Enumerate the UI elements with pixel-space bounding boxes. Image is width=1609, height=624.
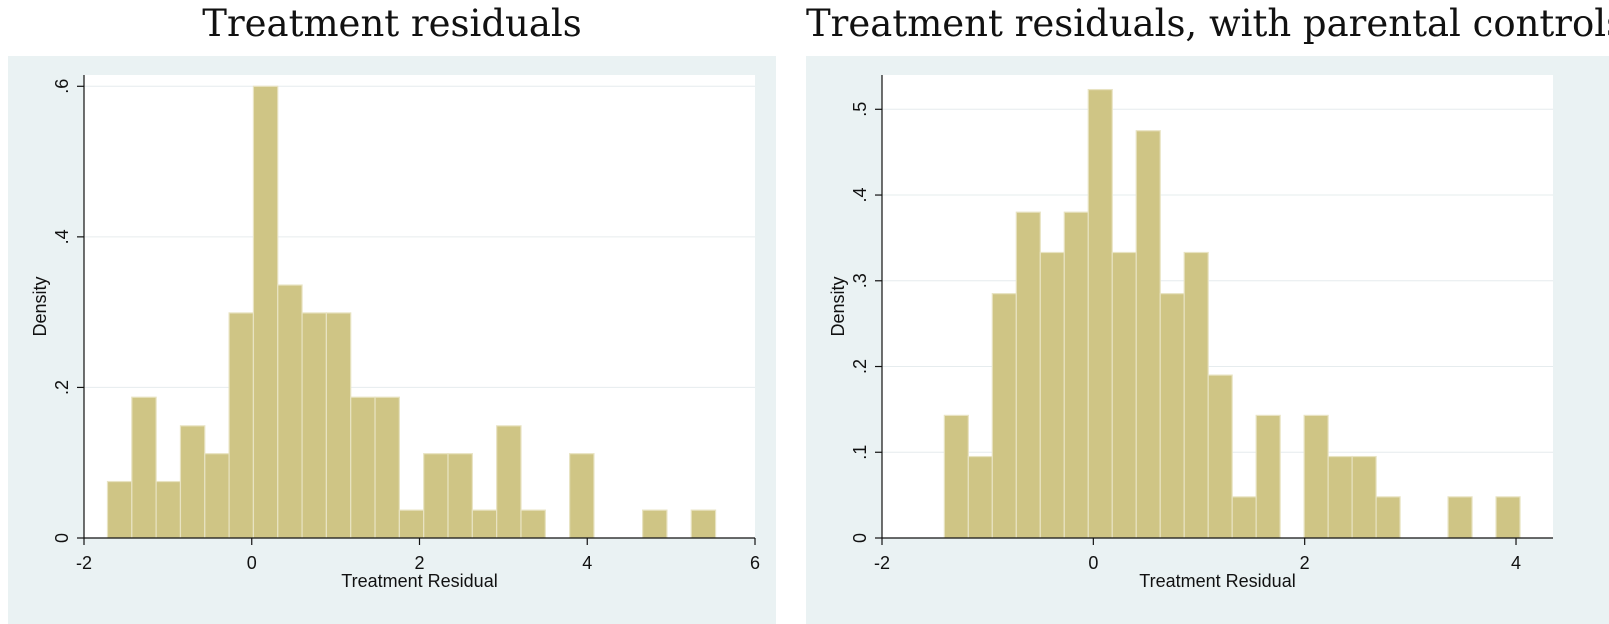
right-bar bbox=[1495, 496, 1521, 539]
right-y-tick-label: .1 bbox=[850, 445, 870, 460]
left-bar bbox=[228, 312, 255, 539]
left-x-tick-label: 0 bbox=[247, 553, 257, 573]
right-bar bbox=[1231, 496, 1257, 539]
left-bar bbox=[277, 284, 303, 539]
left-y-tick-label: 0 bbox=[52, 533, 72, 543]
left-x-tick-label: 6 bbox=[750, 553, 760, 573]
left-bar bbox=[301, 312, 327, 539]
left-chart-svg: -2 0 2 4 6 0 .2 .4 .6 Treatment Residual Density bbox=[30, 75, 760, 591]
right-y-tick-label: 0 bbox=[850, 533, 870, 543]
right-x-axis-label: Treatment Residual bbox=[1139, 571, 1295, 591]
left-x-tick-label: 4 bbox=[582, 553, 592, 573]
right-y-tick-label: .4 bbox=[850, 188, 870, 203]
right-bar bbox=[1183, 251, 1209, 539]
left-bar bbox=[642, 509, 668, 539]
left-y-tick-label: .4 bbox=[52, 229, 72, 244]
right-bar bbox=[1063, 211, 1089, 539]
right-bar bbox=[1327, 455, 1353, 539]
left-bar bbox=[325, 312, 352, 539]
right-bar bbox=[1207, 374, 1233, 539]
left-x-axis-label: Treatment Residual bbox=[341, 571, 497, 591]
right-y-tick-label: .5 bbox=[850, 102, 870, 117]
right-x-tick-label: 0 bbox=[1088, 553, 1098, 573]
left-bar bbox=[423, 453, 449, 539]
right-y-axis-label: Density bbox=[828, 276, 848, 336]
right-bar bbox=[1087, 88, 1113, 539]
right-bar bbox=[1111, 251, 1137, 539]
left-bar bbox=[471, 509, 498, 539]
left-chart-panel: -2 0 2 4 6 0 .2 .4 .6 Treatment Residual Density bbox=[8, 56, 776, 624]
left-bar bbox=[374, 396, 400, 539]
left-x-tick-label: 2 bbox=[414, 553, 424, 573]
left-bar bbox=[398, 509, 425, 539]
left-bar bbox=[252, 85, 279, 539]
right-bar bbox=[991, 293, 1017, 539]
left-chart-title: Treatment residuals bbox=[202, 2, 582, 45]
left-bar bbox=[155, 480, 182, 539]
left-bar bbox=[179, 425, 206, 539]
right-bar bbox=[1303, 414, 1329, 539]
right-y-tick-label: .3 bbox=[850, 273, 870, 288]
left-y-tick-label: .2 bbox=[52, 380, 72, 395]
left-bar bbox=[496, 425, 522, 539]
left-y-axis-label: Density bbox=[30, 276, 50, 336]
right-bar bbox=[1375, 496, 1401, 539]
right-bar bbox=[1351, 455, 1377, 539]
left-bar bbox=[447, 453, 473, 539]
right-bar bbox=[943, 414, 969, 539]
left-x-tick-label: -2 bbox=[76, 553, 92, 573]
right-chart-panel: -2 0 2 4 0 .1 .2 .3 .4 .5 Treatment Residual Densit… bbox=[806, 56, 1609, 624]
right-bar bbox=[1039, 251, 1065, 539]
right-y-tick-label: .2 bbox=[850, 359, 870, 374]
left-bar bbox=[131, 396, 157, 539]
left-bar bbox=[204, 453, 230, 539]
right-bar bbox=[1447, 496, 1473, 539]
left-bar bbox=[690, 509, 717, 539]
left-bar bbox=[350, 396, 376, 539]
right-x-tick-label: -2 bbox=[874, 553, 890, 573]
left-bar bbox=[106, 480, 133, 539]
left-bar bbox=[569, 453, 595, 539]
right-x-tick-label: 2 bbox=[1300, 553, 1310, 573]
right-x-tick-label: 4 bbox=[1511, 553, 1521, 573]
right-bar bbox=[1135, 130, 1161, 539]
left-bar bbox=[520, 509, 546, 539]
right-chart-svg: -2 0 2 4 0 .1 .2 .3 .4 .5 Treatment Residual Densit… bbox=[828, 75, 1553, 591]
left-y-tick-label: .6 bbox=[52, 79, 72, 94]
right-bar bbox=[1015, 211, 1041, 539]
right-bar bbox=[1159, 293, 1185, 539]
right-chart-title: Treatment residuals, with parental contr… bbox=[806, 2, 1609, 45]
right-bar bbox=[1255, 414, 1281, 539]
right-bar bbox=[967, 455, 993, 539]
